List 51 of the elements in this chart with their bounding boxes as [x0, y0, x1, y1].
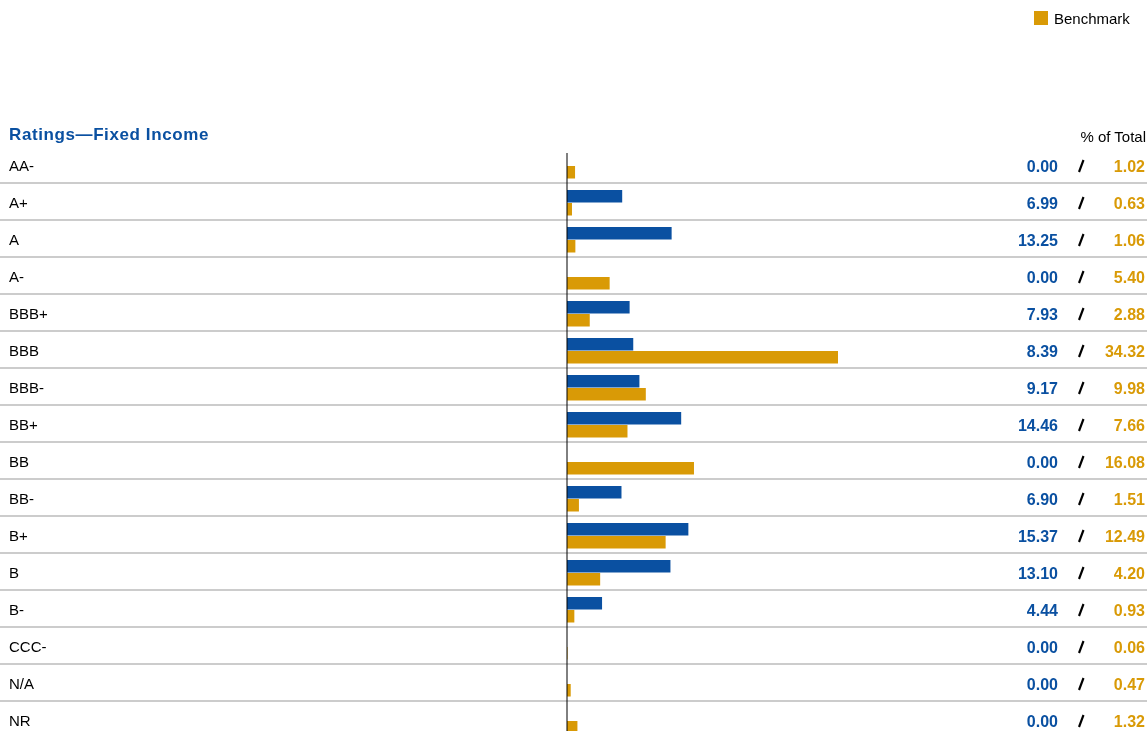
y-tick-label: A — [9, 231, 20, 248]
data-label: 1.02 — [1113, 158, 1146, 175]
data-label: 0.63 — [1113, 195, 1146, 212]
data-label: 6.99 — [1026, 195, 1059, 212]
data-label: 1.51 — [1113, 491, 1146, 508]
y-tick-label: A- — [9, 268, 24, 285]
y-tick-label: CCC- — [9, 638, 47, 655]
data-label: 1.06 — [1113, 232, 1146, 249]
y-tick-label: BBB+ — [9, 305, 49, 322]
data-label: 0.00 — [1026, 713, 1059, 730]
data-label: 1.32 — [1113, 713, 1146, 730]
y-tick-label: N/A — [9, 675, 35, 692]
data-label: 0.06 — [1113, 639, 1146, 656]
data-label: 13.10 — [1017, 565, 1059, 582]
data-label: 16.08 — [1104, 454, 1146, 471]
data-label: 15.37 — [1017, 528, 1059, 545]
data-label: 34.32 — [1104, 343, 1146, 360]
data-label: 12.49 — [1104, 528, 1146, 545]
data-label: 9.98 — [1113, 380, 1146, 397]
data-label: 7.93 — [1026, 306, 1059, 323]
data-label: 6.90 — [1026, 491, 1059, 508]
data-label: 0.00 — [1026, 158, 1059, 175]
data-label: 9.17 — [1026, 380, 1059, 397]
y-tick-label: A+ — [9, 194, 28, 211]
text: Ratings—Fixed Income — [9, 125, 209, 144]
data-label: 13.25 — [1017, 232, 1059, 249]
data-label: 0.00 — [1026, 454, 1059, 471]
y-tick-label: BB — [9, 453, 30, 470]
legend-label: Benchmark — [1054, 10, 1131, 27]
y-tick-label: NR — [9, 712, 31, 729]
y-tick-label: BBB- — [9, 379, 45, 396]
y-tick-label: B+ — [9, 527, 28, 544]
data-label: 0.00 — [1026, 639, 1059, 656]
data-label: 7.66 — [1113, 417, 1146, 434]
data-label: 4.44 — [1026, 602, 1059, 619]
data-label: 5.40 — [1113, 269, 1146, 286]
y-tick-label: BBB — [9, 342, 40, 359]
y-tick-label: BB- — [9, 490, 35, 507]
data-label: 0.00 — [1026, 269, 1059, 286]
data-label: 2.88 — [1113, 306, 1146, 323]
y-tick-label: B — [9, 564, 20, 581]
y-tick-label: AA- — [9, 157, 35, 174]
data-label: 4.20 — [1113, 565, 1146, 582]
data-label: 0.00 — [1026, 676, 1059, 693]
y-tick-label: BB+ — [9, 416, 39, 433]
data-label: 8.39 — [1026, 343, 1059, 360]
data-label: 14.46 — [1017, 417, 1059, 434]
text: % of Total — [1080, 128, 1146, 145]
data-label: 0.93 — [1113, 602, 1146, 619]
data-label: 0.47 — [1113, 676, 1146, 693]
y-tick-label: B- — [9, 601, 24, 618]
